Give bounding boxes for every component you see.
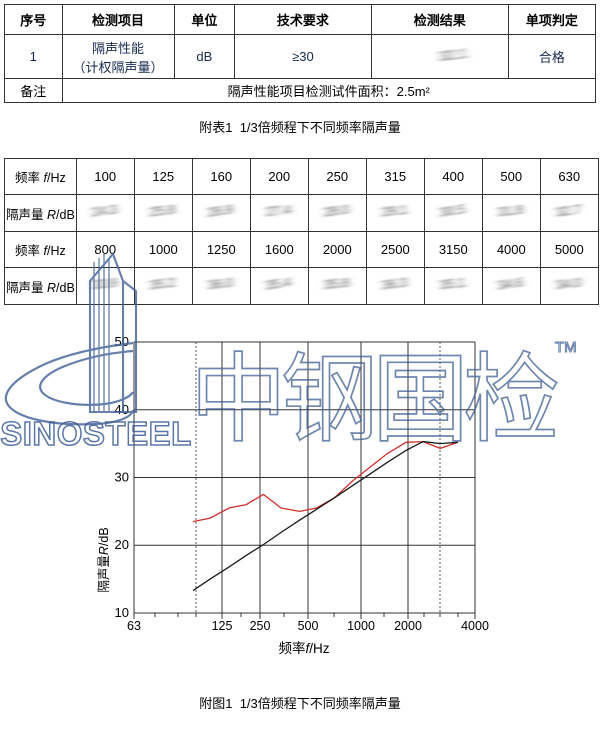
svg-text:35.8: 35.8 (323, 275, 350, 292)
svg-text:125: 125 (212, 619, 233, 633)
svg-text:34.0: 34.0 (555, 275, 582, 293)
svg-text:30: 30 (115, 470, 129, 485)
svg-text:36.3: 36.3 (381, 275, 408, 293)
svg-text:4000: 4000 (461, 619, 489, 633)
svg-text:50: 50 (115, 334, 129, 349)
svg-text:35.2: 35.2 (149, 275, 176, 293)
svg-text:附图1 1/3倍频程下不同频率隔声量: 附图1 1/3倍频程下不同频率隔声量 (199, 696, 401, 711)
svg-text:28.0: 28.0 (323, 202, 350, 220)
svg-text:25.8: 25.8 (149, 202, 176, 220)
svg-text:40: 40 (115, 402, 129, 417)
svg-text:32.7: 32.7 (555, 202, 582, 220)
svg-text:26.9: 26.9 (207, 201, 234, 219)
svg-text:32.1: 32.1 (438, 44, 467, 63)
svg-text:33.9: 33.9 (91, 275, 118, 293)
svg-text:频率f/Hz: 频率f/Hz (278, 640, 329, 656)
svg-text:10: 10 (115, 605, 129, 620)
svg-text:250: 250 (250, 619, 271, 633)
svg-text:31.8: 31.8 (497, 202, 524, 220)
svg-text:29.1: 29.1 (381, 202, 408, 220)
svg-text:35.4: 35.4 (265, 274, 292, 292)
svg-text:1000: 1000 (347, 619, 375, 633)
svg-text:隔声量R/dB: 隔声量R/dB (97, 527, 111, 592)
svg-text:20: 20 (115, 537, 129, 552)
svg-text:500: 500 (298, 619, 319, 633)
svg-text:2000: 2000 (394, 619, 422, 633)
svg-text:24.3: 24.3 (91, 202, 118, 220)
svg-text:34.6: 34.6 (497, 274, 524, 292)
svg-text:36.0: 36.0 (207, 275, 234, 293)
svg-text:30.5: 30.5 (439, 201, 466, 219)
svg-text:35.1: 35.1 (439, 275, 466, 293)
svg-text:27.4: 27.4 (265, 202, 292, 219)
svg-text:63: 63 (127, 619, 141, 633)
